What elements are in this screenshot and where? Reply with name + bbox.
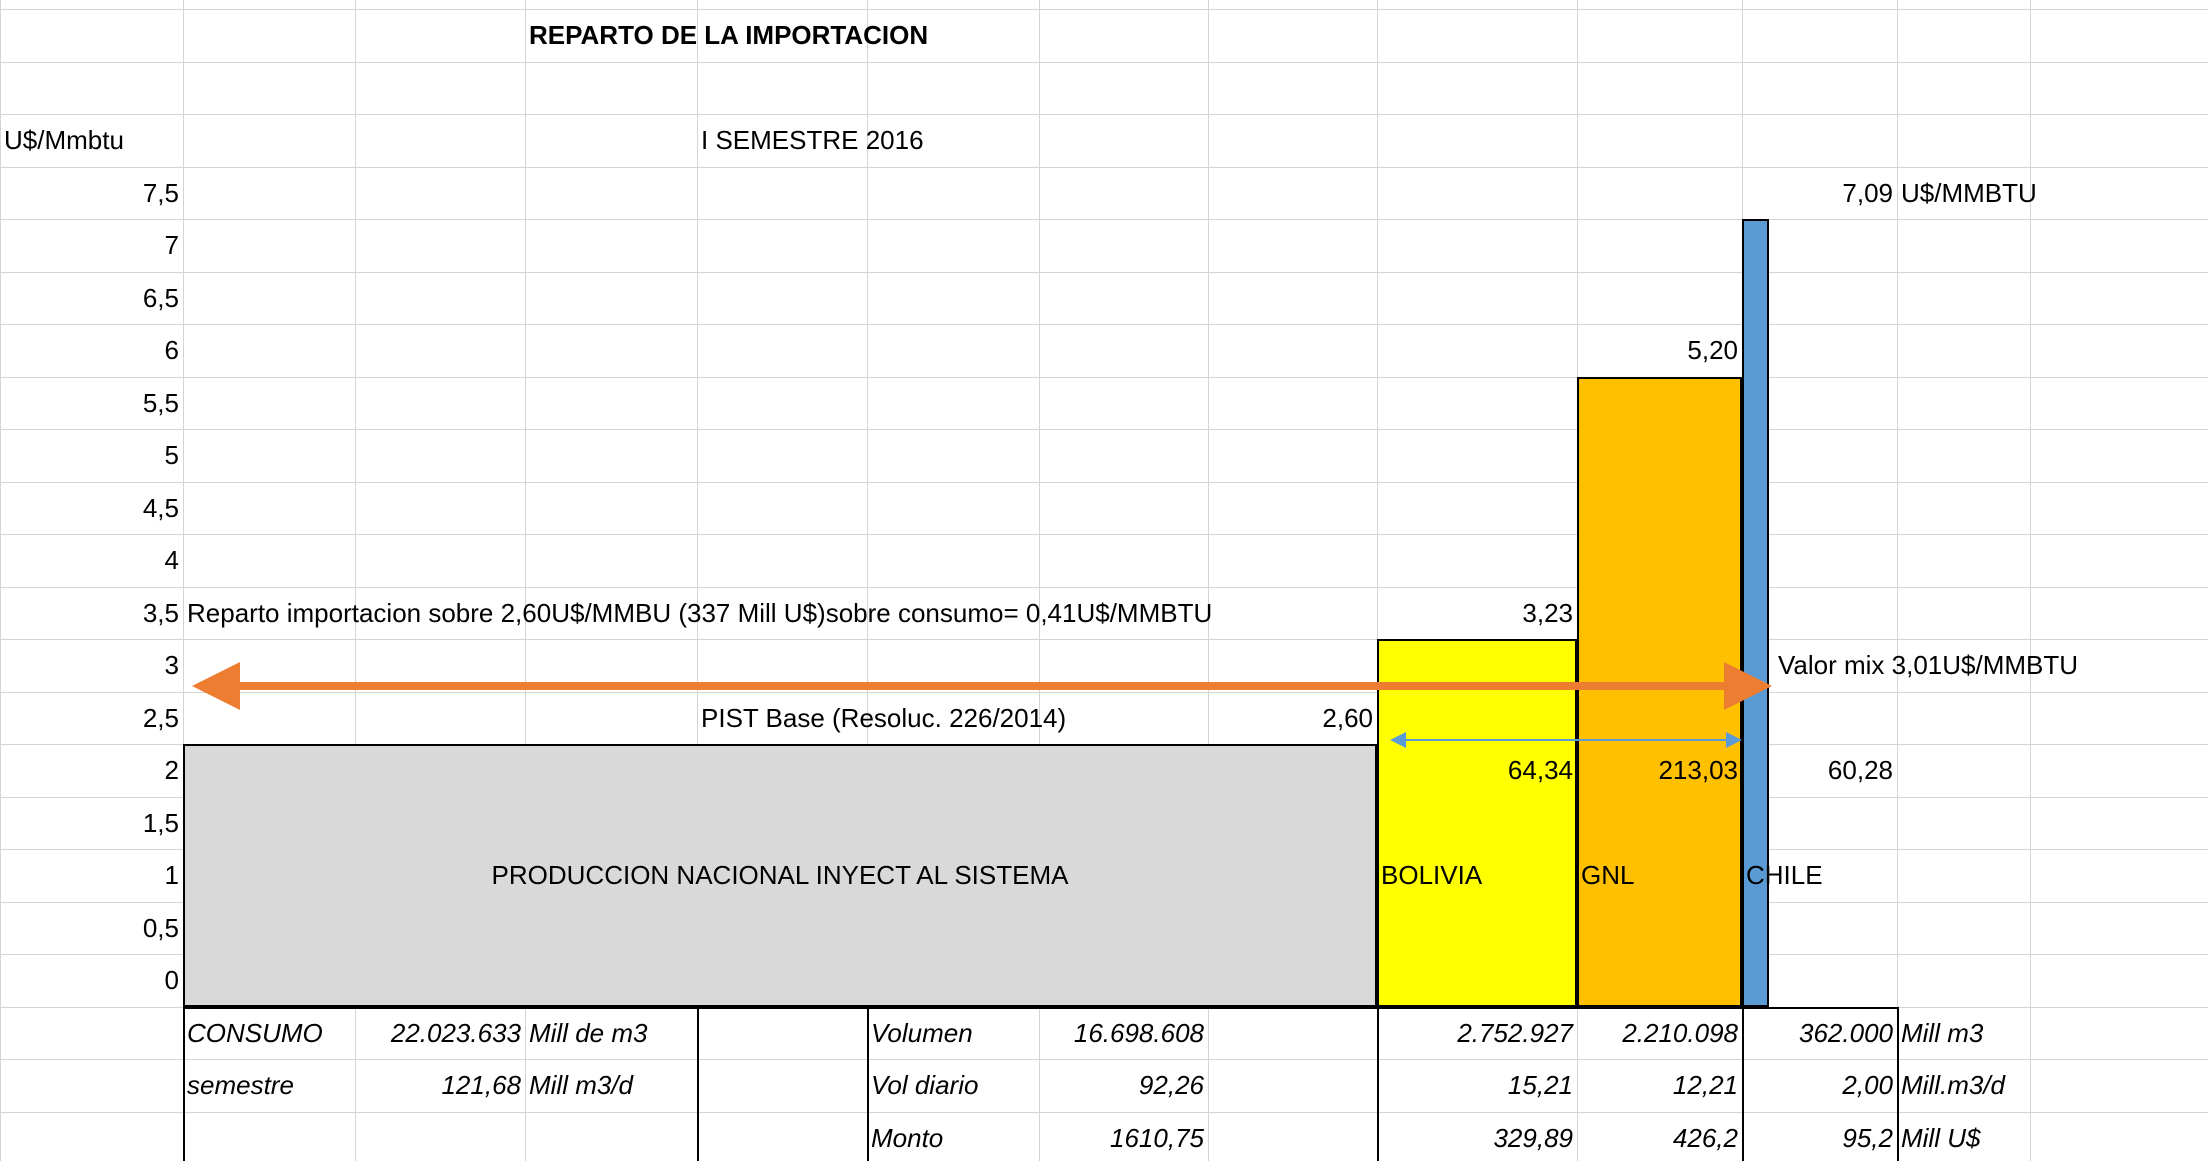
grid-col	[183, 0, 184, 1161]
grid-col	[1897, 0, 1898, 1161]
axis-tick-label: 5,5	[142, 387, 179, 418]
bar-chile	[1742, 219, 1769, 1007]
axis-tick-label: 2,5	[142, 702, 179, 733]
table-border	[183, 1006, 185, 1161]
axis-tick-label: 0,5	[142, 912, 179, 943]
cell-text: 15,21	[1507, 1070, 1573, 1100]
grid-col	[525, 0, 526, 1161]
grid-row	[0, 114, 2208, 115]
grid-col	[0, 0, 1, 1161]
cell-text: BOLIVIA	[1381, 860, 1483, 890]
cell-text: 7,09	[1842, 177, 1893, 208]
cell-text: 3,23	[1522, 597, 1573, 628]
grid-row	[0, 166, 2208, 168]
grid-row	[0, 1059, 2208, 1060]
cell-text: 362.000	[1799, 1017, 1893, 1048]
axis-tick-label: 3,5	[142, 597, 179, 628]
cell-text: 329,89	[1493, 1122, 1573, 1153]
grid-row	[0, 271, 2208, 273]
grid-col	[867, 0, 868, 1161]
axis-tick-label: 3	[164, 650, 179, 680]
cell-text: 60,28	[1827, 755, 1893, 785]
cell-text: Monto	[871, 1122, 944, 1153]
cell-text: I SEMESTRE 2016	[701, 125, 924, 155]
cell-text: U$/Mmbtu	[4, 125, 124, 155]
axis-tick-label: 4,5	[142, 492, 179, 523]
grid-row	[0, 586, 2208, 588]
bar-nacional	[183, 744, 1377, 1007]
grid-row	[0, 481, 2208, 483]
grid-row	[0, 219, 2208, 220]
grid-col	[1377, 0, 1378, 1161]
cell-text: 2.752.927	[1457, 1017, 1573, 1048]
cell-text: Valor mix 3,01U$/MMBTU	[1778, 650, 2079, 680]
axis-tick-label: 6	[164, 335, 179, 365]
grid-row	[0, 1111, 2208, 1113]
cell-text: 92,26	[1138, 1070, 1204, 1100]
cell-text: Volumen	[871, 1017, 973, 1048]
table-border	[183, 1006, 1897, 1009]
grid-col	[697, 0, 698, 1161]
cell-text: 1610,75	[1110, 1122, 1204, 1153]
cell-text: 12,21	[1672, 1070, 1738, 1100]
grid-col	[1208, 0, 1209, 1161]
cell-text: 426,2	[1672, 1122, 1738, 1153]
cell-text: 22.023.633	[390, 1017, 521, 1048]
grid-row	[0, 639, 2208, 640]
cell-text: 5,20	[1687, 335, 1738, 365]
cell-text: Mill.m3/d	[1901, 1070, 2006, 1100]
cell-text: Mill m3/d	[529, 1070, 634, 1100]
cell-text: 213,03	[1658, 755, 1738, 785]
table-border	[1377, 1006, 1379, 1161]
cell-text: 121,68	[441, 1070, 521, 1100]
grid-col	[355, 0, 356, 1161]
axis-tick-label: 0	[164, 965, 179, 995]
cell-text: GNL	[1581, 860, 1635, 890]
title: REPARTO DE LA IMPORTACION	[529, 20, 929, 50]
cell-text: 2,60	[1322, 702, 1373, 733]
table-border	[867, 1006, 869, 1161]
axis-tick-label: 7	[164, 230, 179, 260]
grid-row	[0, 9, 2208, 10]
table-border	[1742, 1006, 1744, 1161]
grid-col	[1039, 0, 1040, 1161]
axis-tick-label: 2	[164, 755, 179, 785]
grid-row	[0, 324, 2208, 325]
cell-text: 2.210.098	[1622, 1017, 1738, 1048]
cell-text: Mill m3	[1901, 1017, 1984, 1048]
cell-text: Reparto importacion sobre 2,60U$/MMBU (3…	[187, 597, 1213, 628]
table-border	[1897, 1006, 1899, 1161]
cell-text: CHILE	[1746, 860, 1823, 890]
grid-row	[0, 61, 2208, 63]
axis-tick-label: 6,5	[142, 282, 179, 313]
cell-text: 95,2	[1842, 1122, 1893, 1153]
axis-tick-label: 7,5	[142, 177, 179, 208]
axis-tick-label: 4	[164, 545, 179, 575]
grid-col	[2030, 0, 2031, 1161]
cell-text: PRODUCCION NACIONAL INYECT AL SISTEMA	[491, 860, 1069, 890]
cell-text: 2,00	[1842, 1070, 1893, 1100]
cell-text: 64,34	[1507, 755, 1573, 785]
cell-text: Mill U$	[1901, 1122, 1981, 1153]
axis-tick-label: 5	[164, 440, 179, 470]
cell-text: semestre	[187, 1070, 294, 1100]
axis-tick-label: 1	[164, 860, 179, 890]
cell-text: U$/MMBTU	[1901, 177, 2037, 208]
cell-text: 16.698.608	[1073, 1017, 1204, 1048]
grid-row	[0, 534, 2208, 535]
cell-text: Mill de m3	[529, 1017, 648, 1048]
grid-row	[0, 429, 2208, 430]
table-border	[697, 1006, 699, 1161]
axis-tick-label: 1,5	[142, 807, 179, 838]
cell-text: Vol diario	[871, 1070, 979, 1100]
grid-row	[0, 376, 2208, 378]
cell-text: CONSUMO	[187, 1017, 323, 1048]
